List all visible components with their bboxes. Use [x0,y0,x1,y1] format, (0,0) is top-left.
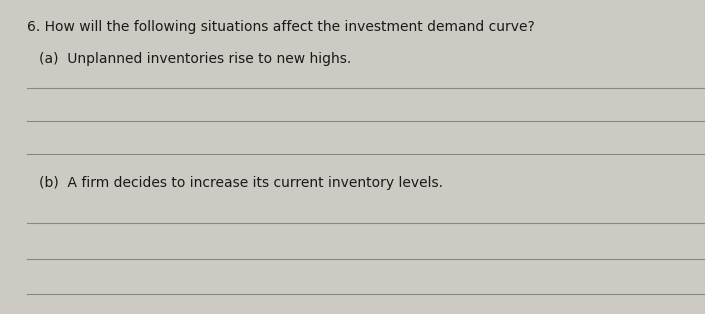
Text: (b)  A firm decides to increase its current inventory levels.: (b) A firm decides to increase its curre… [39,176,443,190]
Text: (a)  Unplanned inventories rise to new highs.: (a) Unplanned inventories rise to new hi… [39,52,351,66]
Text: 6. How will the following situations affect the investment demand curve?: 6. How will the following situations aff… [27,20,534,35]
